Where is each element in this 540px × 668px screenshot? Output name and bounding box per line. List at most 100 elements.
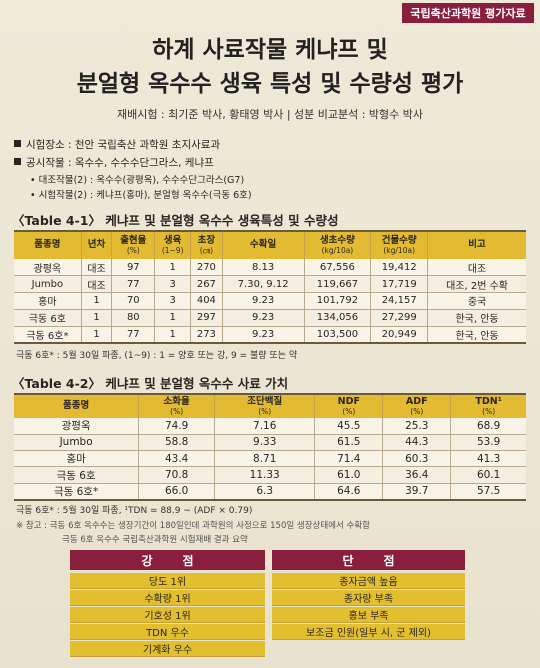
- column-header-label: NDF: [337, 395, 360, 407]
- table1-note: 극동 6호* : 5월 30일 파종, (1~9) : 1 = 양호 또는 강,…: [16, 351, 298, 361]
- table-cell: 대조: [80, 275, 112, 294]
- column-header-unit: (kg/10a): [383, 245, 415, 255]
- table-cell: 70: [111, 292, 155, 310]
- table-cell: 101,792: [303, 292, 371, 310]
- table2-caption: 〈Table 4-2〉 케냐프 및 분얼형 옥수수 사료 가치: [12, 376, 289, 391]
- table-cell: 119,667: [303, 275, 371, 294]
- table-cell: 80: [111, 309, 155, 327]
- table-cell: 66.0: [138, 483, 215, 501]
- table-cell: 1: [80, 309, 112, 327]
- column-header-unit: (%): [482, 406, 496, 416]
- table-cell: 45.5: [314, 418, 383, 435]
- table-cell: 71.4: [314, 450, 383, 468]
- cons-item: 보조금 인원(일부 시, 군 제외): [272, 624, 465, 640]
- table-cell: 9.23: [221, 292, 305, 310]
- column-header: 소화율 (%): [138, 394, 215, 418]
- table-cell: 77: [111, 275, 155, 294]
- table-cell: 1: [154, 259, 191, 277]
- table-cell: 36.4: [382, 466, 451, 484]
- table-cell: 11.33: [214, 466, 315, 484]
- table2-note: 극동 6호* : 5월 30일 파종, ¹TDN = 88.9 − (ADF ×…: [16, 506, 253, 516]
- info-test: • 시험작물(2) : 케냐프(홍마), 분얼형 옥수수(극동 6호): [30, 190, 252, 201]
- table-row: 극동 6호* 1 77 1 273 9.23 103,500 20,949 한국, 안동: [14, 326, 526, 344]
- column-header: NDF (%): [314, 394, 383, 418]
- column-header-label: 품종명: [62, 400, 90, 412]
- pros-item: TDN 우수: [70, 624, 265, 640]
- table-cell: 64.6: [314, 483, 383, 501]
- table-cell: 57.5: [450, 483, 526, 501]
- column-header-label: ADF: [405, 395, 428, 407]
- table-cell: 극동 6호: [14, 466, 139, 484]
- table-cell: 1: [80, 326, 112, 344]
- reference-note-1: ※ 참고 : 극동 6호 옥수수는 생장기간이 180일인데 과학원의 사정으로…: [16, 521, 370, 531]
- column-header: 생육 (1~9): [154, 231, 191, 259]
- table-cell: Jumbo: [14, 275, 82, 294]
- column-header-label: 생육: [163, 234, 182, 246]
- column-header-label: 출현율: [120, 234, 147, 246]
- table-row: 홍마 43.4 8.71 71.4 60.3 41.3: [14, 450, 526, 468]
- table-cell: 103,500: [303, 326, 371, 344]
- table-cell: 9.23: [221, 326, 305, 344]
- column-header-unit: (㎝): [199, 245, 214, 255]
- column-header-label: 생초수량: [319, 234, 355, 246]
- table-cell: 53.9: [450, 434, 526, 452]
- column-header-label: 건물수량: [381, 234, 417, 246]
- table-cell: 1: [80, 292, 112, 310]
- table-cell: Jumbo: [14, 434, 139, 452]
- table-cell: 3: [154, 292, 191, 310]
- info-control: • 대조작물(2) : 옥수수(광평옥), 수수수단그라스(G7): [30, 175, 245, 186]
- authors-line: 재배시험 : 최기준 박사, 황태영 박사 | 성분 비교분석 : 박형수 박사: [116, 108, 424, 121]
- table-cell: 한국, 안동: [427, 309, 526, 327]
- column-header: 수확일: [221, 231, 305, 259]
- pros-item: 기계화 우수: [70, 641, 265, 657]
- table1-body: 광평옥 대조 97 1 270 8.13 67,556 19,412 대조 Jumbo 대조 77 3 2…: [14, 259, 526, 344]
- table-cell: 39.7: [382, 483, 451, 501]
- cons-item: 종자량 부족: [272, 590, 465, 606]
- table-cell: 44.3: [382, 434, 451, 452]
- table-cell: 1: [154, 309, 191, 327]
- cons-header: 단점: [272, 550, 465, 570]
- table-row: Jumbo 대조 77 3 267 7.30, 9.12 119,667 17,719 대조, …: [14, 275, 526, 294]
- table-cell: 134,056: [303, 309, 371, 327]
- table-cell: 61.0: [314, 466, 383, 484]
- info-control-text: 대조작물(2) : 옥수수(광평옥), 수수수단그라스(G7): [38, 175, 245, 186]
- column-header-label: TDN¹: [475, 395, 502, 407]
- table-cell: 297: [190, 309, 223, 327]
- table-row: 극동 6호 1 80 1 297 9.23 134,056 27,299 한국, 안동: [14, 309, 526, 327]
- column-header: 비고: [427, 231, 526, 259]
- title-line-1: 하계 사료작물 케냐프 및: [152, 37, 388, 63]
- feed-value-table: 품종명 소화율 (%) 조단백질 (%) NDF (%) ADF (%) TDN¹ (%) 광평옥 7…: [14, 393, 526, 501]
- table-cell: 270: [190, 259, 223, 277]
- column-header-unit: (%): [258, 406, 272, 416]
- table-row: 홍마 1 70 3 404 9.23 101,792 24,157 중국: [14, 292, 526, 310]
- info-test-text: 시험작물(2) : 케냐프(홍마), 분얼형 옥수수(극동 6호): [38, 190, 252, 201]
- column-header-unit: (1~9): [161, 245, 184, 255]
- table-cell: 74.9: [138, 418, 215, 435]
- table-row: 광평옥 74.9 7.16 45.5 25.3 68.9: [14, 418, 526, 435]
- column-header-unit: (%): [410, 406, 424, 416]
- table-cell: 61.5: [314, 434, 383, 452]
- table-cell: 8.71: [214, 450, 315, 468]
- table-cell: 43.4: [138, 450, 215, 468]
- table-cell: 58.8: [138, 434, 215, 452]
- table1-header-row: 품종명 년차 출현율 (%) 생육 (1~9) 초장 (㎝) 수확일 생초수량 (kg/10a) 건물…: [14, 231, 526, 259]
- info-site-text: 시험장소 : 천안 국립축산 과학원 초지사료과: [26, 139, 221, 151]
- table-cell: 67,556: [303, 259, 371, 277]
- table-cell: 한국, 안동: [427, 326, 526, 344]
- table-cell: 77: [111, 326, 155, 344]
- pros-header: 강점: [70, 550, 265, 570]
- table-cell: 9.23: [221, 309, 305, 327]
- column-header-label: 품종명: [34, 239, 61, 251]
- pros-item: 수확량 1위: [70, 590, 265, 606]
- column-header: 년차: [80, 231, 112, 259]
- table-row: Jumbo 58.8 9.33 61.5 44.3 53.9: [14, 434, 526, 452]
- table-row: 광평옥 대조 97 1 270 8.13 67,556 19,412 대조: [14, 259, 526, 277]
- bullet-square-icon: [14, 158, 21, 165]
- column-header: 초장 (㎝): [190, 231, 223, 259]
- column-header-label: 비고: [468, 239, 486, 251]
- table-cell: 267: [190, 275, 223, 294]
- table-cell: 19,412: [370, 259, 428, 277]
- table-cell: 홍마: [14, 450, 139, 468]
- column-header: 건물수량 (kg/10a): [370, 231, 428, 259]
- table-row: 극동 6호* 66.0 6.3 64.6 39.7 57.5: [14, 483, 526, 501]
